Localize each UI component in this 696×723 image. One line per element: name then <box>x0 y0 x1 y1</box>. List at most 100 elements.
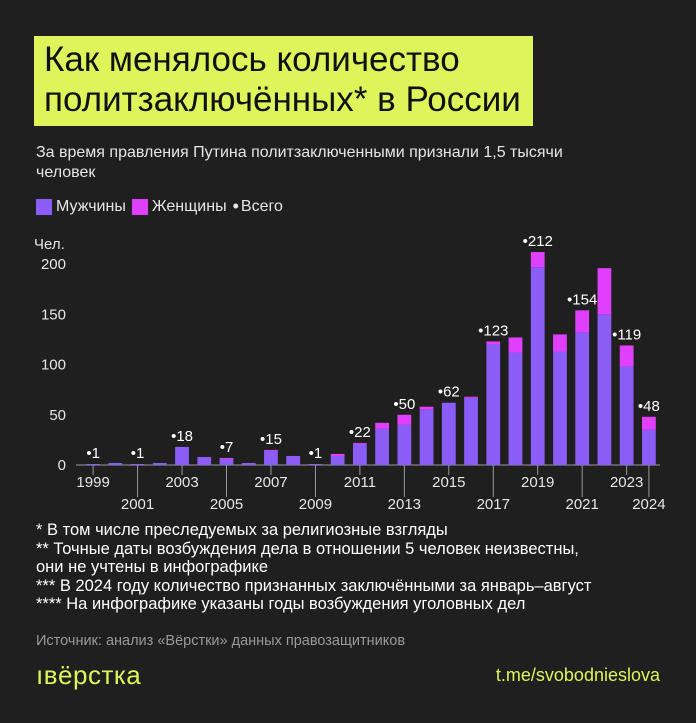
bar-chart: Чел. 0 50 100 150 200 •1 •1 •18 •7 •15 •1 •22 •50 •62 •… <box>34 233 666 513</box>
legend-item-total: • Всего <box>233 196 283 217</box>
legend-swatch-women <box>131 198 148 215</box>
legend-item-women: Женщины <box>131 197 227 216</box>
data-label-2003: •18 <box>171 428 193 445</box>
x-top-label-2003: 2003 <box>165 474 198 491</box>
data-label-2021: •154 <box>567 291 597 308</box>
x-bottom-label-2013: 2013 <box>388 496 421 513</box>
y-axis-label: Чел. <box>34 236 65 253</box>
bar-women-2016 <box>464 396 478 398</box>
bar-men-2024 <box>641 429 656 465</box>
legend-label-men: Мужчины <box>56 197 126 215</box>
data-label-2023: •119 <box>612 326 641 343</box>
legend-item-men: Мужчины <box>36 198 126 216</box>
footnote-2-cont: они не учтены в инфографике <box>36 558 269 576</box>
chart-area: Чел. 0 50 100 150 200 •1 •1 •18 •7 •15 •1 •22 •50 •62 •… <box>0 225 696 520</box>
bar-men-2017 <box>486 344 501 465</box>
bar-men-2020 <box>553 351 567 465</box>
chart-title: Как менялось количество политзаключённых… <box>34 36 533 126</box>
bar-men-1999 <box>86 463 101 465</box>
bar-women-2018 <box>508 337 523 353</box>
bar-women-2017 <box>486 341 501 345</box>
bar-women-2019 <box>530 252 545 268</box>
data-label-2013: •50 <box>393 396 415 413</box>
bar-men-2007 <box>264 450 278 465</box>
footnote-1: * В том числе преследуемых за религиозны… <box>36 521 448 539</box>
bar-women-2005 <box>219 457 234 459</box>
y-tick-label: 200 <box>41 256 66 273</box>
bar-men-2014 <box>419 409 434 465</box>
footnotes: * В том числе преследуемых за религиозны… <box>36 521 676 614</box>
data-label-2017: •123 <box>478 322 508 339</box>
x-top-label-2015: 2015 <box>432 474 465 491</box>
x-bottom-label-2021: 2021 <box>566 496 599 513</box>
bar-men-2018 <box>508 352 523 465</box>
bar-women-2024 <box>641 416 656 430</box>
bar-men-2009 <box>308 463 323 465</box>
data-label-2009: •1 <box>309 445 323 462</box>
bar-women-2020 <box>553 334 567 352</box>
data-label-2005: •7 <box>220 439 234 456</box>
bar-men-2008 <box>286 455 301 465</box>
bar-women-2014 <box>419 406 434 410</box>
title-line-1: Как менялось количество <box>44 40 460 79</box>
bar-men-2015 <box>441 402 456 465</box>
x-bottom-label-2009: 2009 <box>299 496 332 513</box>
legend-swatch-men <box>36 198 52 215</box>
y-tick-label: 100 <box>41 357 66 374</box>
y-tick-label: 0 <box>58 457 66 474</box>
bar-men-2005 <box>219 458 234 465</box>
x-bottom-label-2017: 2017 <box>477 496 510 513</box>
bar-men-2023 <box>619 366 634 465</box>
title-line-2: политзаключённых* в России <box>44 80 521 119</box>
publisher-logo: ıвёрстка <box>36 660 142 690</box>
telegram-link[interactable]: t.me/svobodnieslova <box>495 665 660 685</box>
bar-men-2013 <box>397 424 412 465</box>
x-bottom-label-2001: 2001 <box>121 496 154 513</box>
y-tick-label: 50 <box>49 407 66 424</box>
data-label-2015: •62 <box>438 384 460 401</box>
footnote-2: ** Точные даты возбуждения дела в отноше… <box>36 539 579 558</box>
bar-men-2006 <box>241 462 256 465</box>
bar-men-2016 <box>464 397 478 465</box>
bar-women-2023 <box>619 345 634 367</box>
bar-women-2022 <box>597 268 612 315</box>
bar-women-2010 <box>330 453 345 456</box>
footnote-3: *** В 2024 году количество признанных за… <box>36 576 592 595</box>
bar-men-2003 <box>175 446 189 465</box>
chart-legend: Мужчины Женщины • Всего <box>36 196 289 217</box>
bar-men-2000 <box>108 462 123 465</box>
data-label-2001: •1 <box>131 445 145 462</box>
bar-women-2021 <box>575 310 590 333</box>
bar-women-2013 <box>397 414 412 425</box>
y-tick-label: 150 <box>41 306 66 323</box>
bar-men-2010 <box>330 455 345 465</box>
bar-men-2022 <box>597 314 612 465</box>
x-top-label-2019: 2019 <box>521 474 554 491</box>
data-label-2007: •15 <box>260 431 282 448</box>
x-top-label-1999: 1999 <box>76 474 109 491</box>
legend-label-women: Женщины <box>151 197 227 215</box>
data-label-2019: •212 <box>523 233 553 250</box>
data-label-2011: •22 <box>349 424 371 441</box>
legend-dot-total: • <box>232 196 239 216</box>
legend-label-total: Всего <box>240 197 283 215</box>
bar-men-2019 <box>530 267 545 465</box>
source-note: Источник: анализ «Вёрстки» данных правоз… <box>36 633 406 649</box>
x-top-label-2011: 2011 <box>344 474 376 491</box>
bar-women-2012 <box>375 422 390 429</box>
x-bottom-label-2005: 2005 <box>210 496 243 513</box>
bar-women-2007 <box>264 449 278 451</box>
bar-men-2001 <box>130 463 145 465</box>
x-top-label-2023: 2023 <box>610 474 643 491</box>
chart-subtitle: За время правления Путина политзаключенн… <box>36 144 563 181</box>
x-top-label-2007: 2007 <box>254 474 287 491</box>
footnote-4: **** На инфографике указаны годы возбужд… <box>36 595 526 613</box>
bar-men-2004 <box>197 456 212 465</box>
bar-men-2011 <box>352 443 367 465</box>
data-label-1999: •1 <box>86 445 100 462</box>
bar-men-2002 <box>152 462 167 465</box>
bar-women-2011 <box>352 442 367 444</box>
data-label-2024: •48 <box>638 398 660 415</box>
x-bottom-label-2024: 2024 <box>632 496 665 513</box>
bar-men-2021 <box>575 332 590 465</box>
